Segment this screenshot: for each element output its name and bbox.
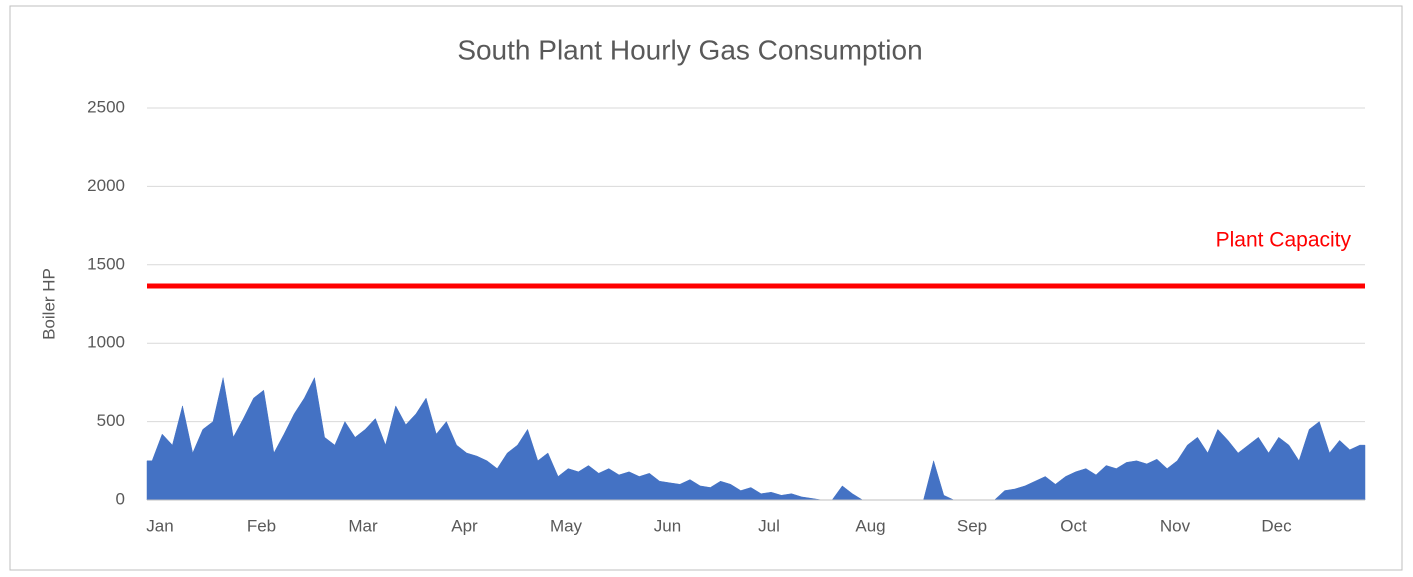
y-tick-label: 500: [97, 411, 125, 430]
x-tick-label: Sep: [957, 516, 987, 535]
y-axis-label: Boiler HP: [39, 268, 58, 340]
x-tick-label: Apr: [451, 516, 478, 535]
x-tick-label: Jun: [654, 516, 681, 535]
x-tick-label: Jul: [758, 516, 780, 535]
area: [146, 376, 1366, 501]
y-tick-label: 1500: [87, 254, 125, 273]
x-tick-label: Feb: [247, 516, 276, 535]
chart-title: South Plant Hourly Gas Consumption: [457, 34, 922, 65]
x-tick-label: Dec: [1261, 516, 1292, 535]
y-tick-label: 0: [116, 489, 125, 508]
y-tick-label: 2000: [87, 176, 125, 195]
capacity-label: Plant Capacity: [1216, 229, 1352, 252]
x-tick-label: Nov: [1160, 516, 1191, 535]
x-tick-label: Aug: [855, 516, 885, 535]
y-tick-label: 1000: [87, 333, 125, 352]
x-tick-label: Oct: [1060, 516, 1087, 535]
y-tick-label: 2500: [87, 97, 125, 116]
x-tick-label: Jan: [146, 516, 173, 535]
x-tick-label: Mar: [348, 516, 378, 535]
x-tick-label: May: [550, 516, 583, 535]
